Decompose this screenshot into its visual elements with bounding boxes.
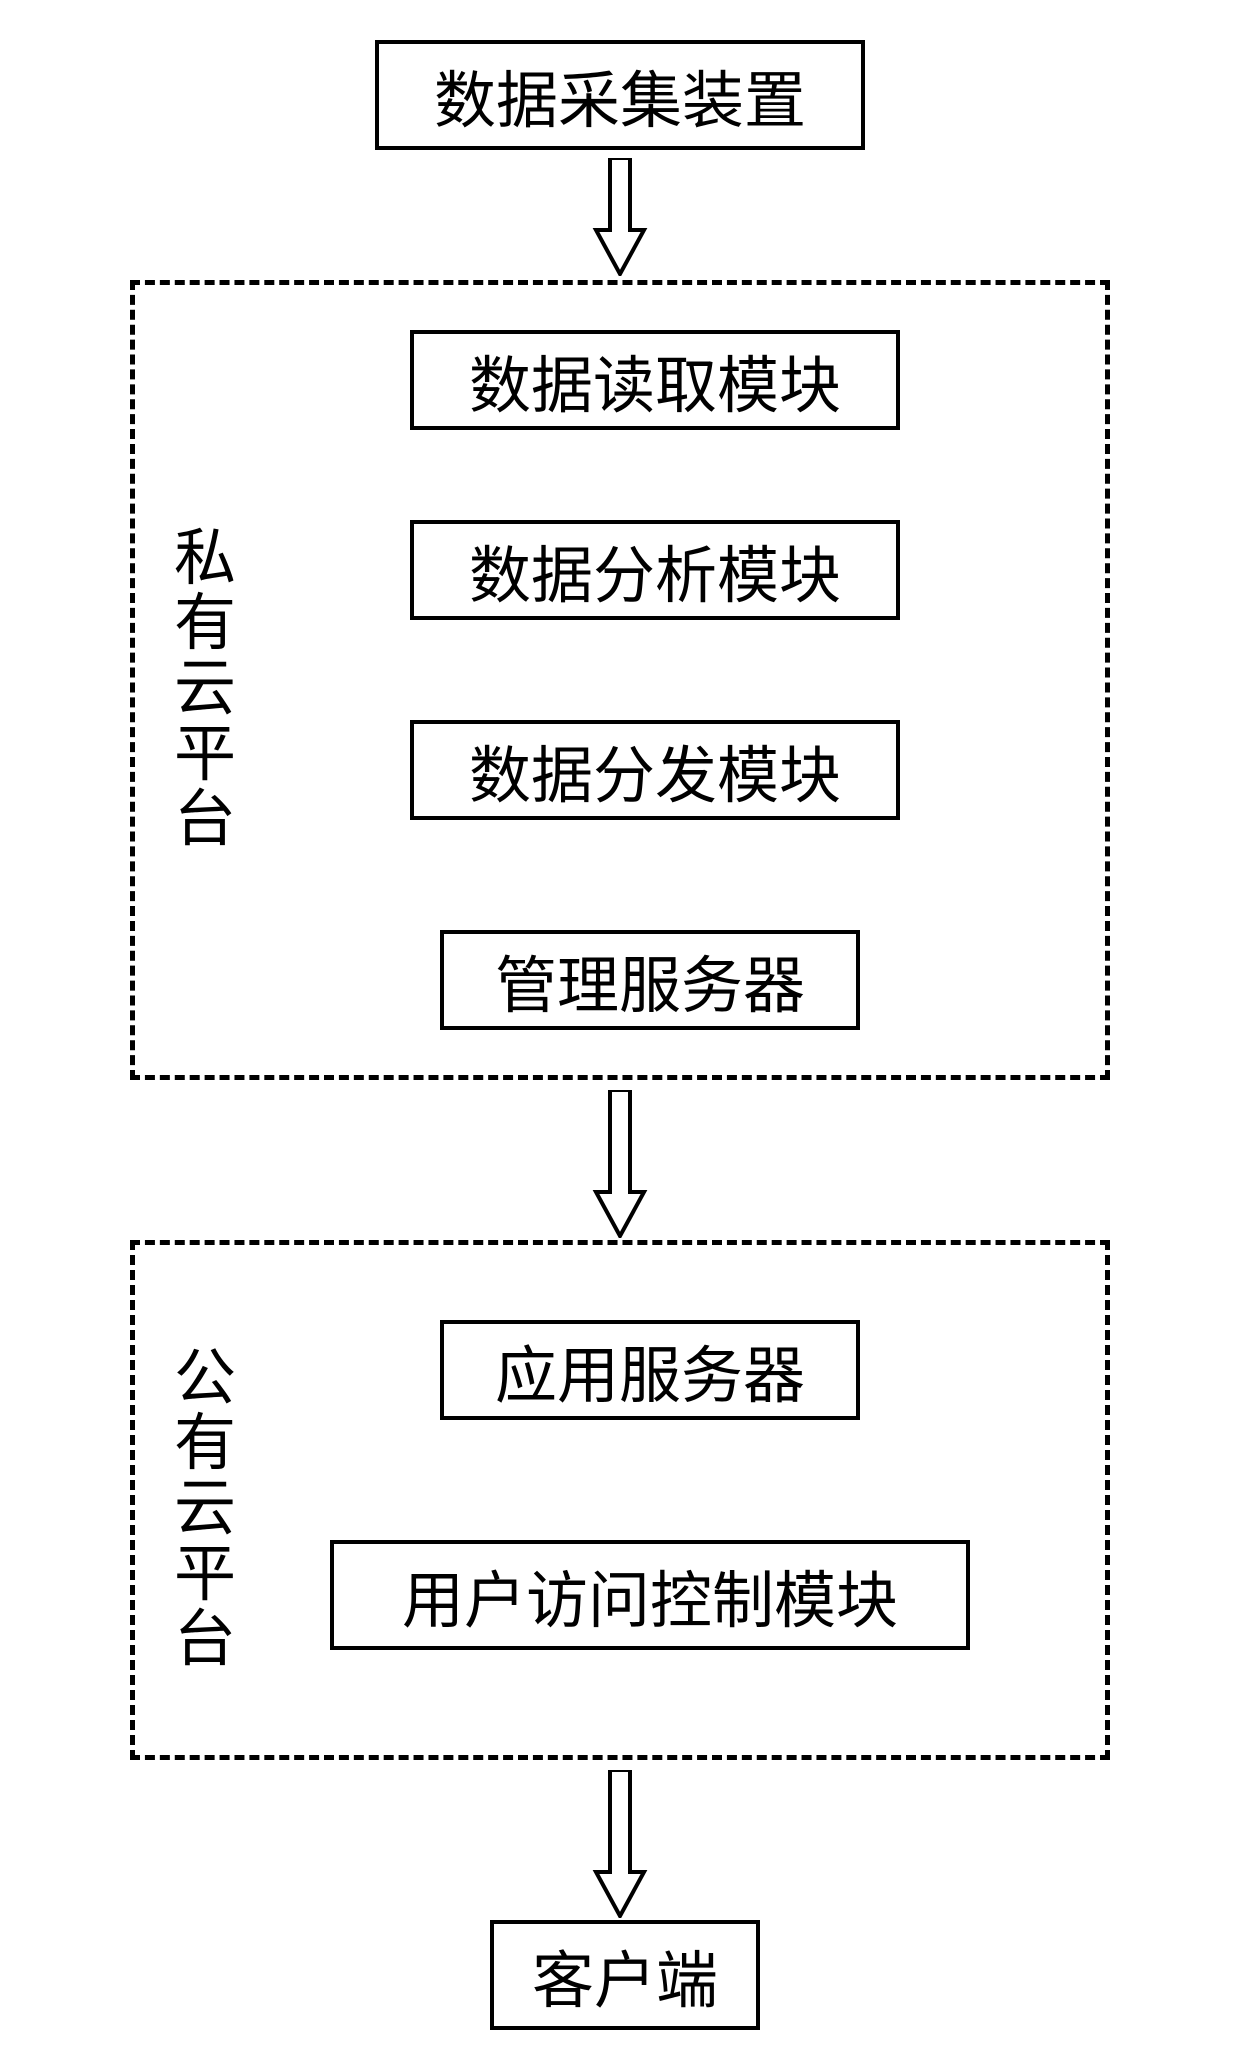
node-label: 用户访问控制模块 bbox=[402, 1550, 898, 1640]
arrow-private-to-public bbox=[590, 1090, 650, 1238]
label-public-cloud: 公 有 云 平 台 bbox=[170, 1300, 240, 1720]
node-data-collection-device: 数据采集装置 bbox=[375, 40, 865, 150]
node-label: 数据采集装置 bbox=[434, 50, 806, 140]
node-label: 数据读取模块 bbox=[469, 335, 841, 425]
node-management-server: 管理服务器 bbox=[440, 930, 860, 1030]
node-label: 客户端 bbox=[532, 1930, 718, 2020]
group-public-cloud bbox=[130, 1240, 1110, 1760]
node-client: 客户端 bbox=[490, 1920, 760, 2030]
node-data-read-module: 数据读取模块 bbox=[410, 330, 900, 430]
node-label: 管理服务器 bbox=[495, 935, 805, 1025]
node-data-analysis-module: 数据分析模块 bbox=[410, 520, 900, 620]
node-application-server: 应用服务器 bbox=[440, 1320, 860, 1420]
node-label: 数据分析模块 bbox=[469, 525, 841, 615]
arrow-public-to-client bbox=[590, 1770, 650, 1918]
node-data-distribution-module: 数据分发模块 bbox=[410, 720, 900, 820]
arrow-top-to-private bbox=[590, 158, 650, 276]
label-private-cloud: 私 有 云 平 台 bbox=[170, 430, 240, 950]
node-label: 应用服务器 bbox=[495, 1325, 805, 1415]
node-user-access-control-module: 用户访问控制模块 bbox=[330, 1540, 970, 1650]
node-label: 数据分发模块 bbox=[469, 725, 841, 815]
